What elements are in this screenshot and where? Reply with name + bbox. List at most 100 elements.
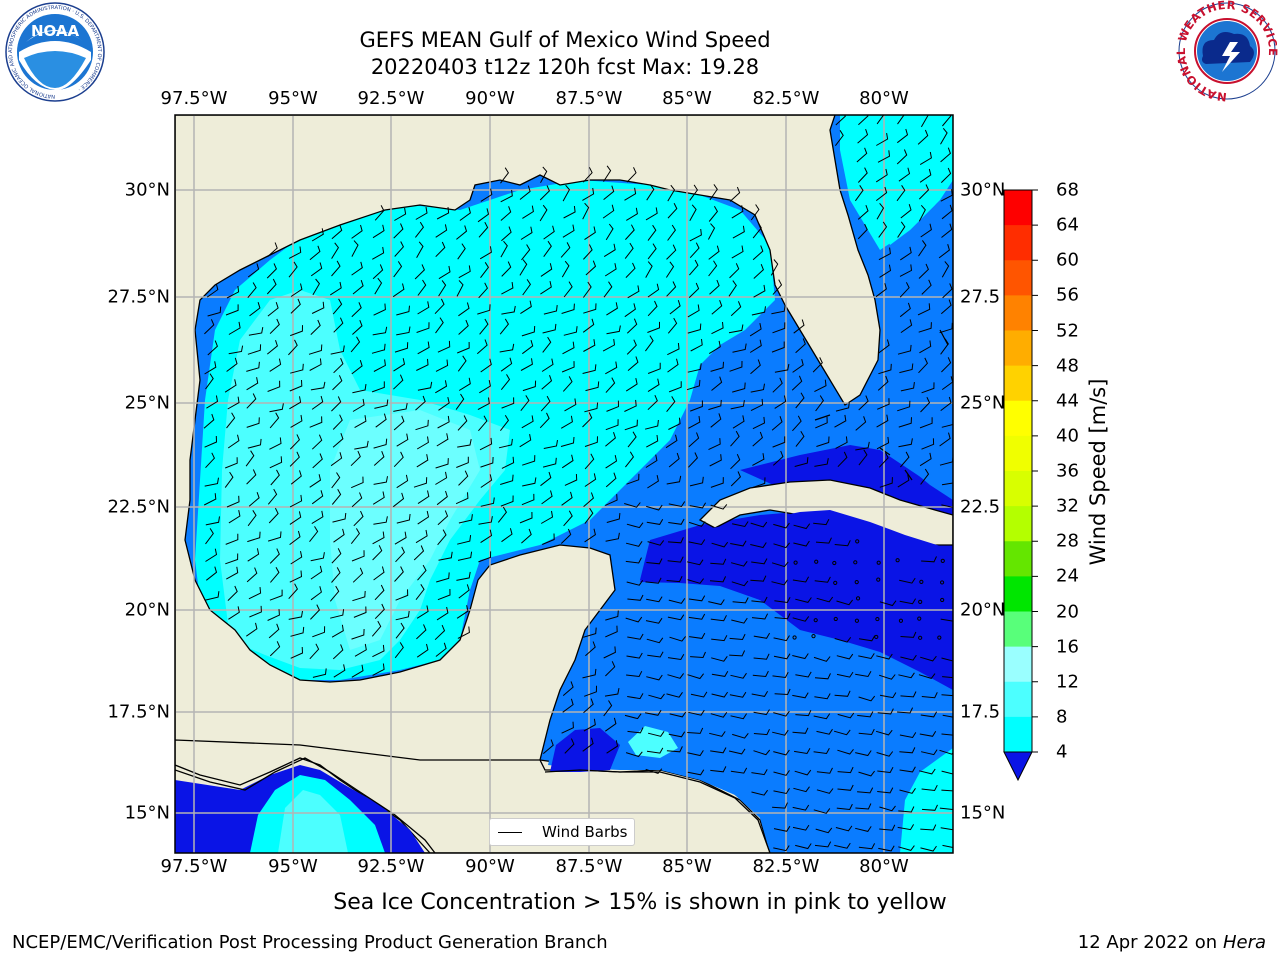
wind-barb (330, 281, 342, 296)
wind-barb (875, 729, 893, 736)
wind-barb (918, 322, 932, 333)
wind-barb (312, 278, 321, 296)
wind-barb (228, 510, 241, 524)
wind-barb (920, 845, 937, 852)
wind-barb (332, 375, 343, 391)
wind-barb (878, 221, 888, 238)
wind-barb (582, 202, 590, 220)
wind-barb (919, 417, 933, 429)
wind-barb (795, 392, 805, 409)
wind-barb (352, 590, 366, 602)
wind-barb (899, 732, 917, 739)
wind-barb (878, 452, 889, 468)
wind-barb (540, 263, 553, 277)
wind-barb (814, 576, 831, 583)
wind-barb (751, 306, 766, 316)
wind-barb (921, 438, 935, 450)
wind-barb (834, 690, 851, 697)
wind-barb (309, 358, 322, 371)
lon-label-bottom: 92.5°W (357, 856, 425, 877)
wind-barb (374, 584, 385, 601)
wind-barb (711, 321, 724, 335)
wind-barb (605, 472, 617, 488)
wind-barb (645, 454, 658, 468)
wind-barb (563, 510, 573, 527)
wind-barb (372, 545, 383, 561)
wind-barb (351, 550, 365, 562)
lon-label-bottom: 95°W (268, 856, 318, 877)
wind-barb (604, 263, 617, 277)
wind-barb (646, 747, 664, 754)
wind-barb (774, 688, 791, 696)
lon-label-top: 90°W (465, 88, 515, 109)
wind-barb (540, 510, 554, 524)
wind-barb (666, 692, 683, 698)
wind-barb (352, 320, 363, 335)
wind-barb (794, 457, 809, 467)
wind-barb (814, 458, 829, 467)
wind-barb (519, 185, 531, 200)
wind-barb (897, 344, 912, 355)
wind-barb (310, 319, 321, 335)
wind-barb (205, 591, 220, 601)
wind-barb (791, 375, 803, 391)
wind-barb (603, 243, 616, 258)
wind-barb (793, 523, 811, 530)
wind-barb (938, 244, 950, 259)
calm-wind-marker (939, 580, 945, 585)
wind-barb (606, 400, 620, 412)
wind-barb (689, 228, 702, 242)
wind-barb (417, 510, 430, 525)
wind-barb (500, 206, 512, 221)
wind-barb (563, 205, 576, 219)
wind-barb (457, 243, 466, 260)
calm-wind-marker (940, 558, 945, 563)
wind-barb (436, 572, 450, 583)
wind-barb (247, 510, 257, 527)
wind-barb (771, 341, 785, 353)
wind-barb (858, 653, 875, 660)
wind-barb (711, 691, 729, 698)
wind-barb (875, 168, 888, 183)
calm-wind-marker (876, 577, 881, 582)
wind-barb (269, 456, 283, 469)
wind-barb (711, 376, 723, 391)
wind-barb (456, 571, 471, 581)
wind-barb (583, 627, 597, 638)
wind-barb (459, 206, 471, 221)
wind-barb (689, 204, 697, 222)
wind-barb (899, 577, 916, 584)
wind-barb (728, 324, 744, 334)
wind-barb (625, 224, 635, 240)
wind-barb (918, 204, 926, 222)
wind-barb (204, 361, 217, 375)
wind-barb (354, 415, 367, 429)
wind-barb (583, 492, 594, 507)
wind-barb (876, 653, 893, 660)
wind-barb (752, 453, 765, 466)
wind-barb (645, 577, 662, 584)
wind-barb (266, 263, 277, 279)
wind-barb (266, 340, 278, 355)
wind-barb (792, 692, 809, 699)
wind-barb (625, 377, 638, 392)
wind-barb (480, 497, 495, 507)
wind-barb (688, 452, 698, 468)
wind-barb (626, 167, 637, 183)
wind-barb (456, 225, 468, 240)
wind-barb (919, 768, 936, 775)
lat-label-right: 25°N (960, 392, 1006, 414)
wind-barb (940, 299, 952, 315)
wind-barb (417, 279, 427, 296)
wind-barb (266, 278, 277, 295)
wind-barb (772, 802, 788, 809)
wind-barb (583, 244, 593, 260)
wind-barb (647, 474, 659, 489)
wind-barb (520, 300, 532, 315)
wind-barb (816, 788, 834, 794)
wind-barb (392, 283, 405, 298)
colorbar-segment (1004, 295, 1032, 331)
wind-barb (437, 340, 451, 353)
wind-barb (248, 587, 262, 600)
wind-barb (920, 468, 930, 485)
